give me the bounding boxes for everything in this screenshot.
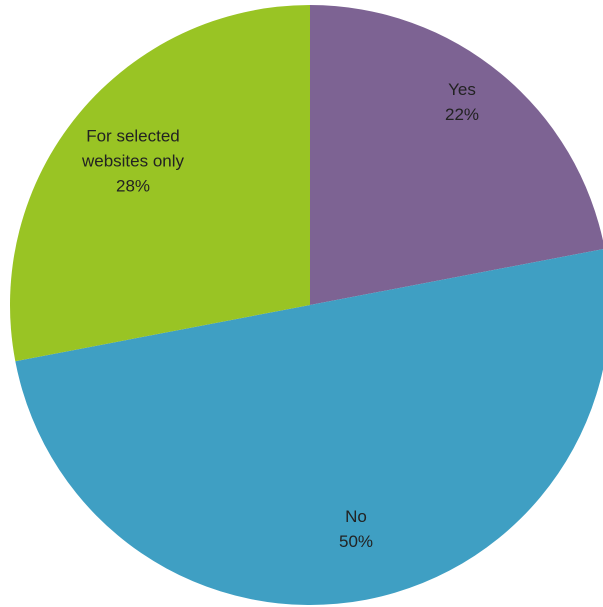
slice-category-label: websites only xyxy=(81,151,185,170)
slice-category-label: Yes xyxy=(448,80,476,99)
pie-labels: Yes 22% No 50% For selected websites only 28% xyxy=(81,80,479,551)
pie-slice-no xyxy=(15,249,603,606)
slice-percent-label: 22% xyxy=(445,105,479,124)
slice-category-label: No xyxy=(345,507,367,526)
slice-percent-label: 28% xyxy=(116,176,150,195)
pie-slice-yes xyxy=(310,5,603,305)
pie-slices xyxy=(9,5,603,606)
slice-category-label: For selected xyxy=(86,126,180,145)
pie-slice-for-selected-websites-only xyxy=(9,5,310,362)
slice-percent-label: 50% xyxy=(339,532,373,551)
